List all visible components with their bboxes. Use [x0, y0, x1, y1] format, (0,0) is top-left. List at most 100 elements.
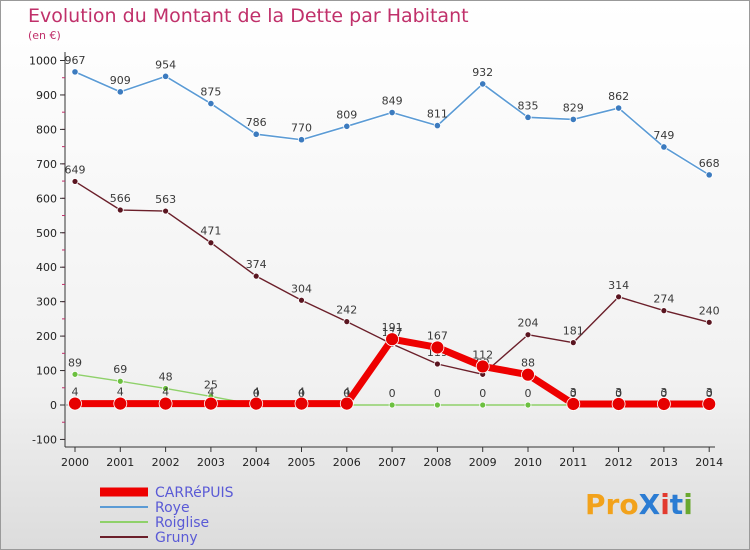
data-label-carrépuis: 4 [72, 386, 79, 399]
data-label-roye: 835 [518, 99, 539, 112]
data-point-roye [705, 171, 713, 179]
data-label-roye: 932 [472, 66, 493, 79]
data-point-carrépuis [68, 396, 82, 411]
data-label-roiglise: 0 [615, 387, 622, 400]
data-label-roiglise: 0 [525, 387, 532, 400]
logo-letter: X [638, 488, 661, 521]
data-point-carrépuis [475, 359, 490, 374]
data-point-carrépuis [158, 396, 173, 411]
data-label-roye: 849 [382, 95, 403, 108]
data-point-carrépuis [339, 396, 354, 411]
data-label-roye: 668 [699, 157, 720, 170]
data-point-roiglise [479, 401, 487, 409]
data-label-roiglise: 0 [389, 387, 396, 400]
data-point-gruny [615, 293, 622, 301]
y-tick-label: 300 [36, 296, 57, 309]
data-label-carrépuis: 3 [615, 386, 622, 399]
x-tick-label: 2004 [242, 456, 270, 469]
data-label-roiglise: 0 [298, 387, 305, 400]
data-point-roye [614, 104, 623, 112]
legend-label-roye: Roye [155, 500, 190, 516]
data-point-roye [660, 143, 668, 151]
data-label-carrépuis: 4 [343, 386, 350, 399]
data-point-gruny [705, 318, 713, 326]
data-point-roye [479, 80, 487, 88]
data-point-carrépuis [203, 396, 218, 411]
data-label-roiglise: 0 [660, 387, 667, 400]
logo-letter: P [585, 488, 606, 521]
data-point-roye [297, 136, 306, 144]
data-label-carrépuis: 4 [207, 386, 214, 399]
data-label-roye: 862 [608, 90, 629, 103]
legend-label-gruny: Gruny [155, 530, 198, 546]
data-label-roiglise: 0 [479, 387, 486, 400]
data-label-roiglise: 25 [204, 378, 218, 391]
data-point-gruny [524, 331, 532, 339]
x-tick-label: 2006 [333, 456, 361, 469]
data-point-roye [388, 108, 396, 117]
data-point-carrépuis [566, 397, 581, 411]
data-label-gruny: 374 [246, 258, 267, 271]
y-tick-label: 500 [36, 227, 57, 240]
y-tick-label: 600 [36, 192, 57, 205]
chart-subtitle: (en €) [28, 29, 61, 42]
x-tick-label: 2013 [650, 456, 678, 469]
data-label-gruny: 274 [653, 293, 674, 306]
data-point-roiglise [388, 401, 396, 409]
data-label-carrépuis: 3 [660, 386, 667, 399]
data-label-roye: 967 [65, 54, 86, 67]
data-label-roye: 786 [246, 116, 267, 129]
data-point-gruny [569, 339, 577, 347]
data-label-gruny: 304 [291, 282, 312, 295]
x-tick-label: 2011 [559, 456, 587, 469]
y-tick-label: -100 [32, 433, 57, 446]
data-point-gruny [660, 307, 668, 315]
data-point-carrépuis [249, 396, 264, 411]
data-point-roye [343, 122, 351, 130]
data-point-carrépuis [702, 397, 717, 411]
data-label-gruny: 563 [155, 193, 176, 206]
data-point-roye [207, 99, 215, 108]
logo-letter: i [660, 488, 670, 521]
y-tick-label: 100 [36, 365, 57, 378]
y-tick-label: 400 [36, 261, 57, 274]
y-tick-label: 200 [36, 330, 57, 343]
x-tick-label: 2012 [605, 456, 633, 469]
data-point-roiglise [162, 385, 170, 392]
data-point-carrépuis [521, 367, 535, 382]
logo-letter: t [669, 488, 684, 521]
data-label-carrépuis: 112 [472, 348, 493, 361]
legend-label-roiglise: Roiglise [155, 515, 209, 531]
data-point-roiglise [433, 401, 441, 409]
data-point-gruny [162, 207, 170, 215]
data-label-gruny: 471 [200, 225, 221, 238]
logo-letter: i [683, 488, 693, 521]
data-point-roye [524, 113, 532, 121]
y-tick-label: 900 [36, 89, 57, 102]
data-point-carrépuis [294, 396, 309, 411]
data-label-roye: 749 [653, 129, 674, 142]
data-point-roiglise [71, 370, 79, 378]
x-tick-label: 2002 [152, 456, 180, 469]
x-tick-label: 2009 [469, 456, 497, 469]
x-tick-label: 2000 [61, 456, 89, 469]
y-tick-label: 700 [36, 158, 57, 171]
data-point-carrépuis [430, 340, 445, 355]
data-label-roye: 954 [155, 58, 176, 71]
data-label-carrépuis: 4 [117, 386, 124, 399]
data-label-carrépuis: 4 [298, 386, 305, 399]
x-tick-label: 2007 [378, 456, 406, 469]
data-point-gruny [207, 239, 215, 247]
data-label-roye: 770 [291, 122, 312, 135]
logo-letter: r [605, 488, 620, 521]
data-point-gruny [252, 272, 260, 280]
data-label-gruny: 240 [699, 304, 720, 317]
data-label-roiglise: 48 [159, 370, 173, 383]
x-tick-label: 2005 [288, 456, 316, 469]
data-point-roye [116, 88, 124, 96]
data-label-roiglise: 0 [434, 387, 441, 400]
data-label-roye: 829 [563, 101, 584, 114]
data-point-gruny [71, 178, 79, 185]
legend-label-carrépuis: CARRéPUIS [155, 485, 234, 501]
